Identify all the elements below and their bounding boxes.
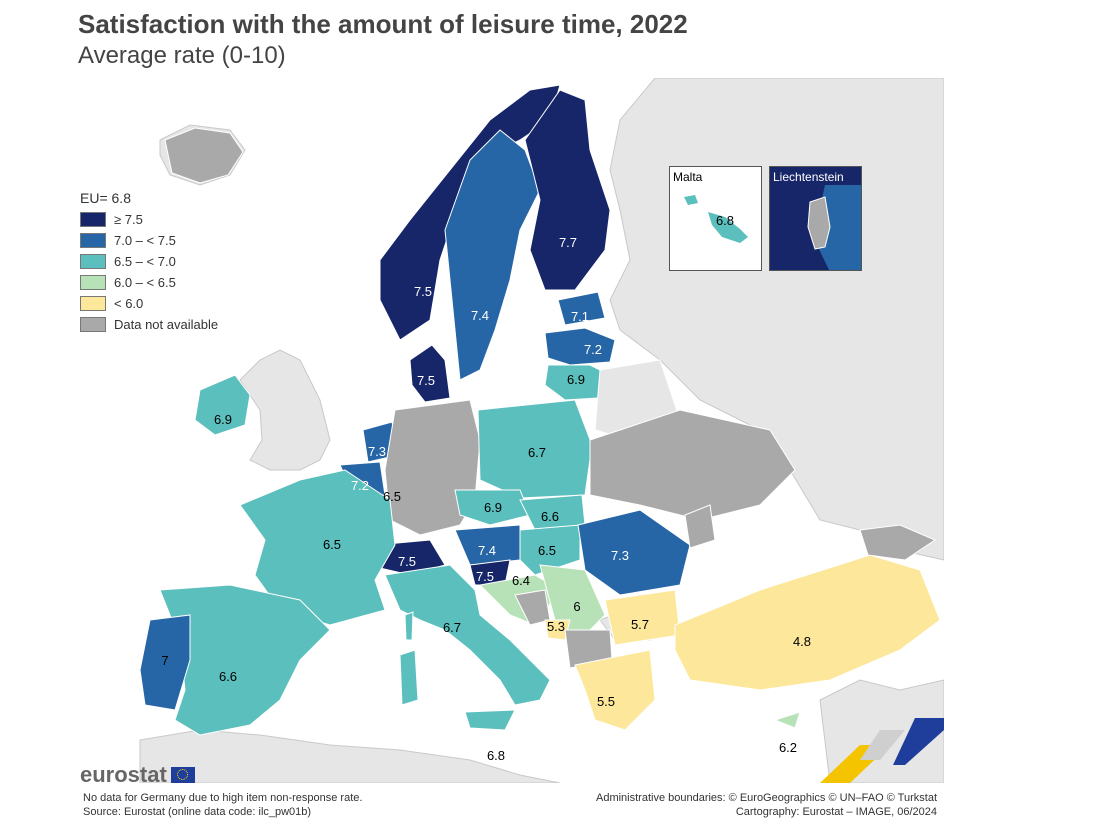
estonia-shape: [557, 291, 606, 326]
legend-label: < 6.0: [114, 296, 144, 311]
legend-swatch: [80, 233, 106, 248]
legend-swatch: [80, 275, 106, 290]
label-serbia: 6: [573, 599, 580, 614]
label-luxembourg: 6.5: [383, 489, 401, 504]
legend-swatch: [80, 212, 106, 227]
malta-shape-svg: 6.8: [684, 195, 748, 243]
turkey-shape: [674, 554, 941, 691]
ireland-shape: [194, 374, 251, 436]
label-italy: 6.7: [443, 620, 461, 635]
label-lithuania: 6.9: [567, 372, 585, 387]
legend-swatch: [80, 317, 106, 332]
legend-label: 6.5 – < 7.0: [114, 254, 176, 269]
label-portugal: 7: [161, 653, 168, 668]
label-romania: 7.3: [611, 548, 629, 563]
legend-swatch: [80, 254, 106, 269]
poland-shape: [477, 399, 593, 499]
label-slovenia: 7.5: [476, 569, 494, 584]
label-latvia: 7.2: [584, 342, 602, 357]
countries: [139, 84, 941, 736]
legend-eu-label: EU= 6.8: [80, 190, 131, 206]
portugal-shape: [139, 614, 191, 711]
label-finland: 7.7: [559, 235, 577, 250]
spain-shape: [159, 584, 331, 736]
label-croatia: 6.4: [512, 573, 530, 588]
legend-rows: ≥ 7.5 7.0 – < 7.5 6.5 – < 7.0 6.0 – < 6.5 < …: [80, 209, 218, 335]
inset-liechtenstein-title: Liechtenstein: [773, 170, 844, 184]
ukraine-shape: [589, 409, 796, 521]
inset-liechtenstein: Liechtenstein: [769, 166, 862, 271]
sardinia-shape: [399, 649, 419, 706]
label-estonia: 7.1: [571, 309, 589, 324]
footnote-no-data: No data for Germany due to high item non…: [83, 792, 363, 804]
czechia-shape: [454, 489, 531, 526]
label-cyprus: 6.2: [779, 740, 797, 755]
inset-malta: Malta 6.8: [669, 166, 762, 271]
label-turkey: 4.8: [793, 634, 811, 649]
footnote-boundaries: Administrative boundaries: © EuroGeograp…: [595, 792, 937, 804]
italy-shape: [384, 564, 551, 706]
legend-swatch: [80, 296, 106, 311]
eu-flag-icon: [170, 767, 195, 783]
legend-item: 6.5 – < 7.0: [80, 251, 218, 272]
label-ireland: 6.9: [214, 412, 232, 427]
sicily-shape: [464, 709, 516, 731]
legend-item: 6.0 – < 6.5: [80, 272, 218, 293]
legend: EU= 6.8 ≥ 7.5 7.0 – < 7.5 6.5 – < 7.0 6.0 –…: [80, 190, 218, 335]
norway-shape: [379, 84, 561, 341]
legend-item: ≥ 7.5: [80, 209, 218, 230]
france-shape: [239, 469, 396, 626]
montenegro-shape: [544, 619, 571, 641]
footnote-right: Administrative boundaries: © EuroGeograp…: [596, 791, 937, 819]
legend-label: ≥ 7.5: [114, 212, 143, 227]
footnote-cartography: Cartography: Eurostat – IMAGE, 06/2024: [735, 806, 937, 818]
label-montenegro: 5.3: [547, 619, 565, 634]
corsica-shape: [404, 611, 414, 641]
label-slovakia: 6.6: [541, 509, 559, 524]
cyprus-shape: [773, 711, 801, 729]
value-labels: 7.5 7.4 7.7 7.1 7.2 6.9 7.5 6.9 7.3 7.2 …: [161, 235, 811, 763]
serbia-shape: [539, 564, 606, 641]
label-malta: 6.8: [487, 748, 505, 763]
label-netherlands: 7.3: [368, 444, 386, 459]
caucasus-shape: [859, 524, 937, 561]
greece-shape: [574, 649, 656, 731]
sweden-shape: [444, 129, 541, 381]
latvia-shape: [544, 327, 616, 366]
label-belgium: 7.2: [351, 478, 369, 493]
label-poland: 6.7: [528, 445, 546, 460]
label-bulgaria: 5.7: [631, 617, 649, 632]
germany-shape: [384, 399, 481, 536]
label-austria: 7.4: [478, 543, 496, 558]
label-czechia: 6.9: [484, 500, 502, 515]
map-subtitle: Average rate (0-10): [78, 42, 286, 69]
label-denmark: 7.5: [417, 373, 435, 388]
label-france: 6.5: [323, 537, 341, 552]
iceland-shape: [164, 127, 244, 184]
inset-malta-value: 6.8: [716, 213, 734, 228]
legend-label: 6.0 – < 6.5: [114, 275, 176, 290]
legend-label: Data not available: [114, 317, 219, 332]
label-switzerland: 7.5: [398, 554, 416, 569]
footnote-left: No data for Germany due to high item non…: [83, 791, 362, 819]
brand-text: eurostat: [80, 762, 167, 787]
legend-item: Data not available: [80, 314, 218, 335]
inset-malta-title: Malta: [673, 170, 703, 184]
legend-item: < 6.0: [80, 293, 218, 314]
label-greece: 5.5: [597, 694, 615, 709]
denmark-shape: [409, 344, 451, 403]
label-sweden: 7.4: [471, 308, 489, 323]
footnote-source: Source: Eurostat (online data code: ilc_…: [83, 806, 312, 818]
eurostat-logo: eurostat: [80, 762, 195, 788]
decorative-stripes: [820, 718, 944, 783]
label-hungary: 6.5: [538, 543, 556, 558]
legend-label: 7.0 – < 7.5: [114, 233, 176, 248]
label-norway: 7.5: [414, 284, 432, 299]
label-spain: 6.6: [219, 669, 237, 684]
liechtenstein-shape-svg: [807, 185, 861, 270]
legend-item: 7.0 – < 7.5: [80, 230, 218, 251]
finland-shape: [524, 89, 611, 291]
map-title: Satisfaction with the amount of leisure …: [78, 9, 688, 39]
moldova-shape: [684, 504, 716, 549]
